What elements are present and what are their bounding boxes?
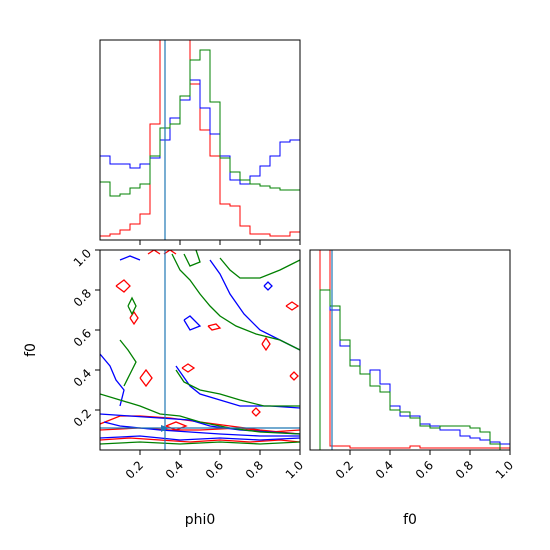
green-contour-line [219, 257, 300, 279]
blue-contour-line [103, 421, 300, 437]
red-contour-line [100, 415, 300, 435]
red-histogram-step [310, 250, 510, 450]
blue-contour-line [119, 255, 141, 261]
red-contour-line [261, 336, 271, 352]
contour-lines [100, 250, 300, 445]
blue-contour-line [263, 281, 273, 291]
truth-marker [161, 425, 169, 432]
green-contour-line [100, 393, 300, 435]
f0-histogram-frame [309, 249, 511, 451]
red-contour-line [181, 363, 196, 373]
phi0-x-tick-label: 0.2 [123, 458, 146, 481]
green-contour-line [175, 369, 300, 407]
phi0-x-tick-label: 0.4 [163, 458, 186, 481]
x-axis-label-f0: f0 [403, 512, 417, 528]
red-contour-line [285, 301, 300, 311]
f0-y-tick-label: 0.8 [71, 286, 94, 309]
red-contour-line [207, 323, 222, 331]
green-contour-line [119, 339, 137, 387]
red-contour-line [289, 371, 299, 381]
green-histogram-step [310, 289, 510, 450]
f0-x-tick-label: 0.4 [373, 458, 396, 481]
blue-histogram-step [100, 79, 300, 240]
f0-x-tick-label: 0.2 [333, 458, 356, 481]
contour-panel-frame [99, 249, 301, 451]
f0-y-tick-label: 0.4 [71, 366, 94, 389]
phi0-histogram-series [100, 40, 300, 240]
red-contour-line [147, 250, 161, 255]
f0-x-tick-label: 0.8 [453, 458, 476, 481]
f0-y-tick-label: 0.2 [71, 406, 94, 429]
green-histogram-step [100, 49, 300, 240]
f0-histogram-ticks: 0.2 0.4 0.6 0.8 1.0 [333, 450, 516, 482]
phi0-x-tick-label: 0.6 [203, 458, 226, 481]
phi0-histogram-frame [99, 39, 301, 241]
phi0-x-tick-label: 0.8 [243, 458, 266, 481]
red-contour-line [100, 437, 300, 443]
red-contour-line [251, 407, 261, 417]
f0-x-tick-label: 0.6 [413, 458, 436, 481]
green-contour-line [127, 296, 137, 316]
phi0-f0-contour-panel: 0.2 0.2 0.4 0.4 0.6 0.6 0.8 0.8 1.0 1.0 [71, 246, 306, 481]
f0-y-tick-label: 0.6 [71, 326, 94, 349]
green-contour-line [100, 441, 300, 445]
green-contour-line [171, 253, 300, 351]
f0-histogram-series [310, 250, 510, 450]
phi0-x-tick-label: 1.0 [283, 458, 306, 481]
red-contour-line [115, 279, 131, 293]
y-axis-label-f0: f0 [23, 343, 39, 357]
green-contour-line [183, 250, 201, 267]
blue-contour-line [100, 435, 300, 441]
blue-contour-line [183, 315, 202, 331]
red-histogram-step [100, 40, 300, 240]
red-contour-line [163, 250, 177, 255]
red-contour-line [165, 421, 188, 431]
x-axis-label-phi0: phi0 [185, 512, 216, 528]
phi0-histogram-ticks [139, 240, 301, 245]
phi0-histogram-panel [99, 39, 301, 245]
f0-histogram-panel: 0.2 0.4 0.6 0.8 1.0 [309, 249, 516, 482]
f0-x-tick-label: 1.0 [493, 458, 516, 481]
blue-contour-line [100, 353, 125, 407]
f0-y-tick-label: 1.0 [71, 246, 94, 269]
red-contour-line [139, 368, 153, 388]
